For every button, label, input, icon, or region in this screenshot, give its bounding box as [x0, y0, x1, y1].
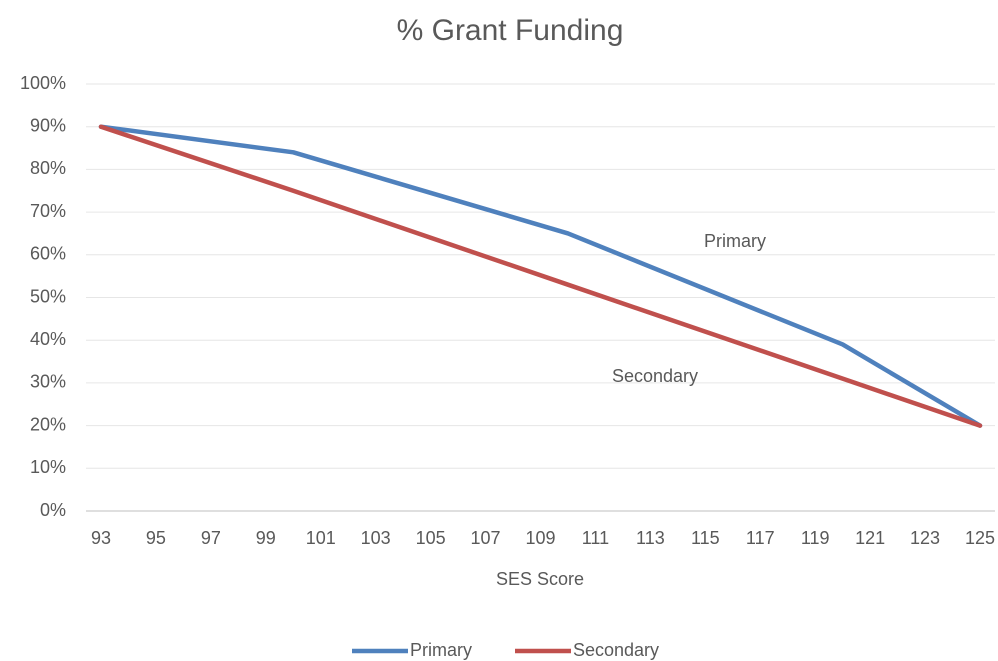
x-tick-label: 95	[146, 528, 166, 548]
series-line	[98, 124, 983, 428]
x-tick-label: 123	[910, 528, 940, 548]
y-tick-label: 80%	[30, 158, 66, 178]
y-tick-label: 70%	[30, 201, 66, 221]
x-tick-label: 117	[746, 528, 775, 548]
y-tick-label: 60%	[30, 244, 66, 264]
x-tick-label: 109	[525, 528, 555, 548]
x-tick-label: 103	[361, 528, 391, 548]
x-tick-label: 113	[636, 528, 665, 548]
x-tick-label: 125	[965, 528, 995, 548]
y-tick-label: 40%	[30, 329, 66, 349]
x-tick-label: 105	[416, 528, 446, 548]
y-tick-label: 90%	[30, 115, 66, 135]
x-tick-label: 115	[691, 528, 720, 548]
annotation: Secondary	[612, 366, 698, 386]
annotation: Primary	[704, 231, 766, 251]
y-tick-label: 0%	[40, 500, 66, 520]
legend-label: Secondary	[573, 640, 659, 660]
x-tick-label: 99	[256, 528, 276, 548]
x-tick-label: 119	[801, 528, 830, 548]
x-tick-label: 121	[855, 528, 885, 548]
y-tick-label: 50%	[30, 286, 66, 306]
legend-label: Primary	[410, 640, 472, 660]
x-tick-label: 97	[201, 528, 221, 548]
x-tick-label: 107	[471, 528, 501, 548]
y-tick-label: 100%	[20, 73, 66, 93]
y-tick-label: 10%	[30, 457, 66, 477]
x-tick-label: 111	[582, 528, 609, 548]
x-axis-label: SES Score	[496, 569, 584, 589]
x-tick-label: 101	[306, 528, 336, 548]
x-tick-label: 93	[91, 528, 111, 548]
series-line	[98, 124, 983, 428]
chart-title: % Grant Funding	[397, 14, 624, 47]
y-tick-label: 20%	[30, 414, 66, 434]
y-tick-label: 30%	[30, 372, 66, 392]
